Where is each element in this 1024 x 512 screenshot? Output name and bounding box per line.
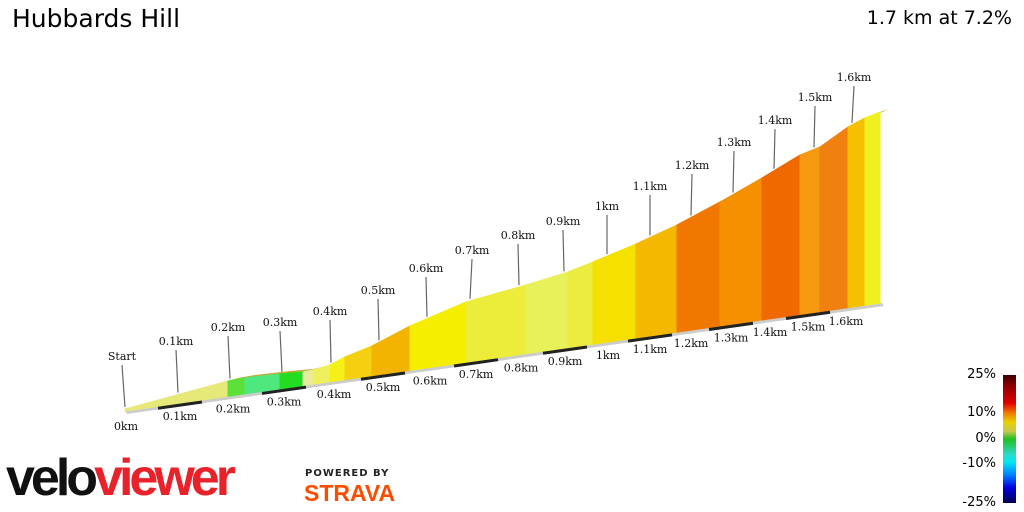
profile-segment bbox=[567, 261, 594, 349]
distance-marker bbox=[157, 400, 203, 410]
profile-base bbox=[125, 303, 884, 414]
distance-label: 0.1km bbox=[159, 335, 194, 348]
distance-label: 0.3km bbox=[263, 316, 298, 329]
axis-label: 0.2km bbox=[216, 403, 251, 416]
distance-label: 1.5km bbox=[798, 91, 833, 104]
distance-label: 1.6km bbox=[837, 71, 872, 84]
label-leader-line bbox=[562, 229, 565, 272]
distance-marker bbox=[627, 333, 673, 343]
strava-logo: STRAVA bbox=[304, 480, 396, 506]
axis-label: 0.6km bbox=[413, 374, 448, 387]
distance-marker bbox=[708, 321, 754, 332]
axis-label: 1.1km bbox=[633, 343, 668, 356]
distance-marker bbox=[360, 371, 406, 381]
label-leader-line bbox=[690, 173, 693, 216]
profile-segment bbox=[676, 201, 721, 333]
distance-label: 1.3km bbox=[717, 136, 752, 149]
label-leader-line bbox=[377, 298, 380, 341]
distance-marker bbox=[453, 358, 499, 368]
axis-label: 1.5km bbox=[791, 320, 826, 333]
legend-tick: -25% bbox=[962, 495, 996, 510]
axis-label: 0.7km bbox=[459, 368, 494, 381]
distance-label: 0.7km bbox=[455, 244, 490, 257]
distance-label: 1.2km bbox=[675, 159, 710, 172]
distance-label: 0.2km bbox=[211, 321, 246, 334]
distance-label: 0.8km bbox=[501, 229, 536, 242]
label-leader-line bbox=[851, 85, 855, 123]
label-leader-line bbox=[175, 349, 179, 393]
distance-label: Start bbox=[108, 350, 137, 363]
label-leader-line bbox=[329, 319, 332, 363]
label-leader-line bbox=[773, 128, 776, 169]
profile-segment bbox=[592, 243, 637, 345]
label-leader-line bbox=[732, 150, 735, 193]
label-leader-line bbox=[425, 276, 428, 317]
label-leader-line bbox=[121, 364, 126, 408]
distance-marker bbox=[785, 310, 831, 321]
legend-tick: 10% bbox=[967, 405, 996, 420]
legend-tick: -10% bbox=[962, 456, 996, 471]
profile-segment bbox=[719, 177, 763, 327]
axis-label: 0km bbox=[114, 420, 139, 433]
axis-label: 0.8km bbox=[504, 361, 539, 374]
profile-segment bbox=[312, 364, 331, 385]
profile-segment bbox=[847, 117, 866, 309]
distance-marker bbox=[261, 385, 307, 395]
distance-label: 1.4km bbox=[758, 114, 793, 127]
profile-segment bbox=[344, 345, 373, 381]
profile-segment bbox=[227, 377, 246, 397]
label-leader-line bbox=[469, 258, 473, 299]
profile-segment bbox=[409, 301, 467, 371]
profile-segment bbox=[635, 224, 678, 339]
axis-label: 0.9km bbox=[548, 355, 583, 368]
profile-segment bbox=[302, 369, 314, 387]
axis-label: 1.6km bbox=[829, 315, 864, 328]
climb-summary: 1.7 km at 7.2% bbox=[866, 7, 1012, 29]
label-leader-line bbox=[813, 105, 816, 148]
distance-label: 0.4km bbox=[313, 305, 348, 318]
profile-segment bbox=[761, 154, 801, 321]
distance-label: 0.6km bbox=[409, 262, 444, 275]
profile-segment bbox=[864, 111, 881, 306]
axis-label: 0.3km bbox=[267, 395, 302, 408]
page-title: Hubbards Hill bbox=[12, 4, 181, 33]
profile-segment bbox=[279, 371, 304, 390]
profile-segment bbox=[525, 271, 569, 355]
distance-marker bbox=[542, 345, 588, 355]
label-leader-line bbox=[517, 243, 520, 285]
legend-tick: 25% bbox=[967, 367, 996, 382]
axis-label: 1.4km bbox=[753, 326, 788, 339]
profile-segment bbox=[465, 284, 527, 363]
distance-label: 1.1km bbox=[633, 180, 668, 193]
legend-tick: 0% bbox=[975, 431, 996, 446]
distance-label: 0.5km bbox=[361, 284, 396, 297]
gradient-color-legend bbox=[1003, 375, 1016, 503]
label-leader-line bbox=[227, 335, 231, 379]
label-leader-line bbox=[279, 330, 283, 372]
profile-segment bbox=[329, 356, 346, 383]
axis-label: 0.4km bbox=[317, 388, 352, 401]
powered-by-label: POWERED BY bbox=[305, 468, 390, 479]
axis-label: 1km bbox=[596, 349, 621, 362]
profile-segment bbox=[371, 325, 411, 377]
axis-label: 0.5km bbox=[366, 381, 401, 394]
axis-label: 0.1km bbox=[163, 410, 198, 423]
distance-label: 1km bbox=[595, 200, 620, 213]
axis-label: 1.2km bbox=[674, 337, 709, 350]
profile-segment bbox=[799, 146, 821, 316]
distance-label: 0.9km bbox=[546, 215, 581, 228]
axis-label: 1.3km bbox=[714, 331, 749, 344]
profile-segment bbox=[819, 126, 849, 313]
veloviewer-logo: veloviewer bbox=[6, 449, 236, 507]
